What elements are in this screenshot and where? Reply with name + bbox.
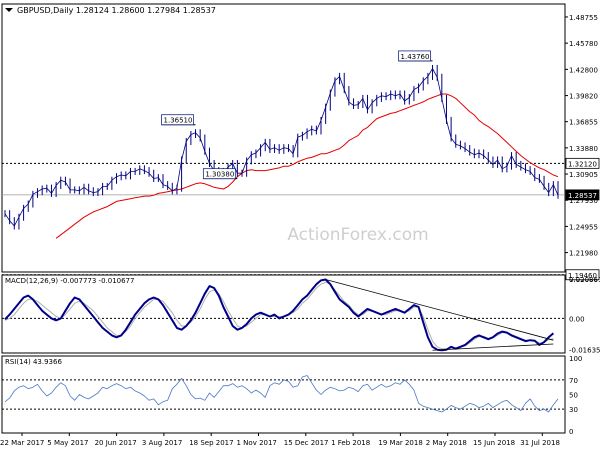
macd-tick-label: 0.020861 [569, 276, 600, 284]
rsi-tick-label: 100 [569, 355, 582, 363]
annotation-box [398, 50, 431, 62]
x-tick-label: 31 Jul 2018 [520, 439, 560, 447]
rsi-tick-label: 0 [569, 428, 573, 436]
price-tick-label: 1.21980 [569, 250, 598, 258]
price-tick-label: 1.30905 [569, 171, 598, 179]
chevron-down-icon[interactable] [5, 8, 13, 12]
annotation-label: 1.43760 [401, 53, 430, 61]
x-tick-label: 1 Feb 2018 [331, 439, 370, 447]
x-tick-label: 15 Dec 2017 [284, 439, 329, 447]
rsi-tick-label: 30 [569, 406, 578, 414]
macd-tick-label: 0.00 [569, 315, 585, 323]
price-tick-label: 1.45780 [569, 40, 598, 48]
level-price-tag [565, 157, 600, 169]
annotation-box [202, 168, 236, 180]
panel-frame-price [1, 3, 566, 273]
annotation-label: 1.36510 [164, 117, 193, 125]
x-tick-label: 5 May 2017 [47, 439, 88, 447]
level-price-tag [565, 269, 600, 281]
price-tick-label: 1.27930 [569, 197, 598, 205]
annotation-label: 1.30380 [205, 171, 234, 179]
macd-trendline [325, 279, 554, 341]
current-price-label: 1.28537 [568, 192, 597, 200]
panel-frame-rsi [1, 355, 566, 434]
panel-frame-macd [1, 274, 566, 354]
ma-line [55, 93, 559, 239]
rsi-line [4, 375, 559, 413]
x-tick-label: 22 Mar 2017 [0, 439, 44, 447]
level-price-label: 1.32120 [568, 160, 597, 168]
watermark: ActionForex.com [287, 225, 428, 245]
x-tick-label: 2 May 2018 [426, 439, 467, 447]
chart-title: GBPUSD,Daily 1.28124 1.28600 1.27984 1.2… [17, 6, 216, 15]
x-tick-label: 19 Mar 2018 [378, 439, 422, 447]
macd-trendline [432, 343, 554, 351]
rsi-tick-label: 50 [569, 392, 578, 400]
price-tick-label: 1.24955 [569, 223, 598, 231]
annotation-box [161, 114, 194, 126]
price-tick-label: 1.33880 [569, 145, 598, 153]
rsi-tick-label: 70 [569, 377, 578, 385]
macd-indicator-label: MACD(12,26,9) -0.007773 -0.010677 [5, 277, 134, 285]
x-tick-label: 15 Jun 2018 [473, 439, 515, 447]
macd-line [4, 278, 555, 352]
x-tick-label: 3 Aug 2017 [142, 439, 182, 447]
price-tick-label: 1.48755 [569, 14, 598, 22]
x-tick-label: 18 Sep 2017 [189, 439, 233, 447]
x-tick-label: 1 Nov 2017 [237, 439, 277, 447]
level-price-label: 1.19460 [568, 272, 597, 280]
price-line [4, 68, 559, 227]
rsi-indicator-label: RSI(14) 43.9366 [5, 358, 62, 366]
macd-tick-label: -0.016357 [569, 346, 600, 354]
current-price-tag [565, 189, 600, 201]
price-tick-label: 1.39820 [569, 93, 598, 101]
price-tick-label: 1.42800 [569, 66, 598, 74]
x-tick-label: 20 Jun 2017 [95, 439, 137, 447]
price-tick-label: 1.36855 [569, 119, 598, 127]
